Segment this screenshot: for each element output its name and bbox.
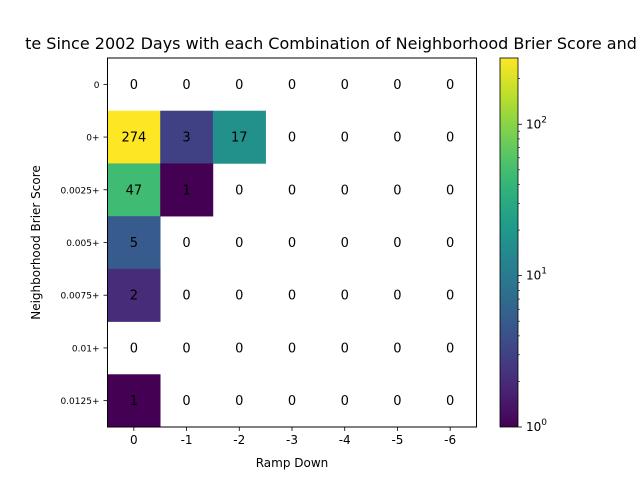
heatmap-cell bbox=[107, 374, 161, 428]
y-axis-ticks: 0 0+ 0.0025+ 0.005+ 0.0075+ 0.01+ 0.0125+ bbox=[60, 81, 108, 407]
cell-value-label: 0 bbox=[341, 236, 349, 251]
cell-value-label: 0 bbox=[182, 341, 190, 356]
colorbar-tick-label: 100 bbox=[526, 418, 547, 434]
cell-value-label: 0 bbox=[393, 183, 401, 198]
x-tick-label: -2 bbox=[233, 433, 245, 447]
cell-value-label: 0 bbox=[130, 341, 138, 356]
heatmap-cell bbox=[107, 163, 161, 217]
colorbar-ticks: 100 101 102 bbox=[518, 78, 547, 434]
y-tick-label: 0.01+ bbox=[72, 344, 100, 354]
cell-value-label: 0 bbox=[446, 131, 454, 146]
cell-value-label: 0 bbox=[288, 394, 296, 409]
cell-value-label: 0 bbox=[182, 78, 190, 93]
heatmap-cell bbox=[160, 163, 214, 217]
x-axis-ticks: 0 -1 -2 -3 -4 -5 -6 bbox=[130, 427, 456, 447]
cell-value-label: 0 bbox=[446, 341, 454, 356]
cell-value-label: 0 bbox=[341, 341, 349, 356]
x-tick-label: -5 bbox=[391, 433, 403, 447]
heatmap-cell bbox=[160, 110, 214, 164]
cell-value-label: 0 bbox=[341, 394, 349, 409]
cell-value-label: 0 bbox=[288, 289, 296, 304]
y-tick-label: 0 bbox=[94, 81, 100, 91]
cell-value-label: 17 bbox=[231, 131, 248, 146]
heatmap-cell bbox=[212, 110, 266, 164]
cell-value-label: 0 bbox=[446, 236, 454, 251]
colorbar-tick-label: 102 bbox=[526, 115, 547, 131]
cell-value-label: 0 bbox=[341, 289, 349, 304]
x-tick-label: 0 bbox=[130, 433, 138, 447]
colorbar bbox=[499, 57, 519, 428]
cell-value-label: 0 bbox=[393, 341, 401, 356]
cell-value-label: 0 bbox=[393, 236, 401, 251]
cell-value-label: 0 bbox=[446, 183, 454, 198]
x-tick-label: -3 bbox=[286, 433, 298, 447]
cell-value-label: 0 bbox=[393, 289, 401, 304]
cell-value-label: 0 bbox=[393, 394, 401, 409]
chart-title: te Since 2002 Days with each Combination… bbox=[25, 34, 637, 53]
cell-value-label: 47 bbox=[126, 183, 143, 198]
y-tick-label: 0+ bbox=[86, 134, 99, 144]
cell-value-label: 0 bbox=[182, 394, 190, 409]
heatmap-cells bbox=[107, 110, 266, 428]
heatmap-cell bbox=[107, 110, 161, 164]
cell-value-label: 0 bbox=[341, 78, 349, 93]
cell-value-label: 0 bbox=[130, 78, 138, 93]
cell-value-label: 3 bbox=[182, 131, 190, 146]
cell-value-label: 0 bbox=[341, 131, 349, 146]
x-tick-label: -6 bbox=[444, 433, 456, 447]
cell-value-label: 0 bbox=[235, 394, 243, 409]
cell-value-label: 1 bbox=[182, 183, 190, 198]
x-axis-label: Ramp Down bbox=[256, 456, 329, 470]
cell-value-label: 0 bbox=[393, 78, 401, 93]
cell-value-label: 0 bbox=[288, 341, 296, 356]
cell-value-label: 0 bbox=[235, 289, 243, 304]
y-tick-label: 0.0125+ bbox=[60, 397, 99, 407]
x-tick-label: -1 bbox=[181, 433, 193, 447]
y-tick-label: 0.005+ bbox=[66, 239, 99, 249]
cell-value-label: 0 bbox=[446, 289, 454, 304]
cell-value-label: 5 bbox=[130, 236, 138, 251]
cell-value-label: 0 bbox=[446, 394, 454, 409]
cell-value-label: 0 bbox=[446, 78, 454, 93]
colorbar-tick-label: 101 bbox=[526, 267, 547, 283]
cell-value-label: 0 bbox=[393, 131, 401, 146]
cell-value-label: 0 bbox=[341, 183, 349, 198]
cell-value-label: 0 bbox=[288, 131, 296, 146]
cell-labels: 0 0 0 0 0 0 0 274 3 17 0 0 0 0 47 1 0 0 0 0 0 5 0 0 0 0 0 0 2 0 0 0 0 0 0 0… bbox=[121, 78, 454, 409]
cell-value-label: 0 bbox=[235, 236, 243, 251]
cell-value-label: 0 bbox=[235, 78, 243, 93]
cell-value-label: 2 bbox=[130, 289, 138, 304]
cell-value-label: 0 bbox=[288, 78, 296, 93]
y-tick-label: 0.0025+ bbox=[60, 186, 99, 196]
y-axis-label: Neighborhood Brier Score bbox=[29, 165, 43, 320]
cell-value-label: 0 bbox=[235, 341, 243, 356]
cell-value-label: 1 bbox=[130, 394, 138, 409]
heatmap-cell bbox=[107, 268, 161, 322]
y-tick-label: 0.0075+ bbox=[60, 292, 99, 302]
x-tick-label: -4 bbox=[339, 433, 351, 447]
cell-value-label: 0 bbox=[288, 236, 296, 251]
cell-value-label: 0 bbox=[288, 183, 296, 198]
cell-value-label: 274 bbox=[121, 131, 146, 146]
cell-value-label: 0 bbox=[235, 183, 243, 198]
heatmap-cell bbox=[107, 216, 161, 270]
cell-value-label: 0 bbox=[182, 236, 190, 251]
cell-value-label: 0 bbox=[182, 289, 190, 304]
